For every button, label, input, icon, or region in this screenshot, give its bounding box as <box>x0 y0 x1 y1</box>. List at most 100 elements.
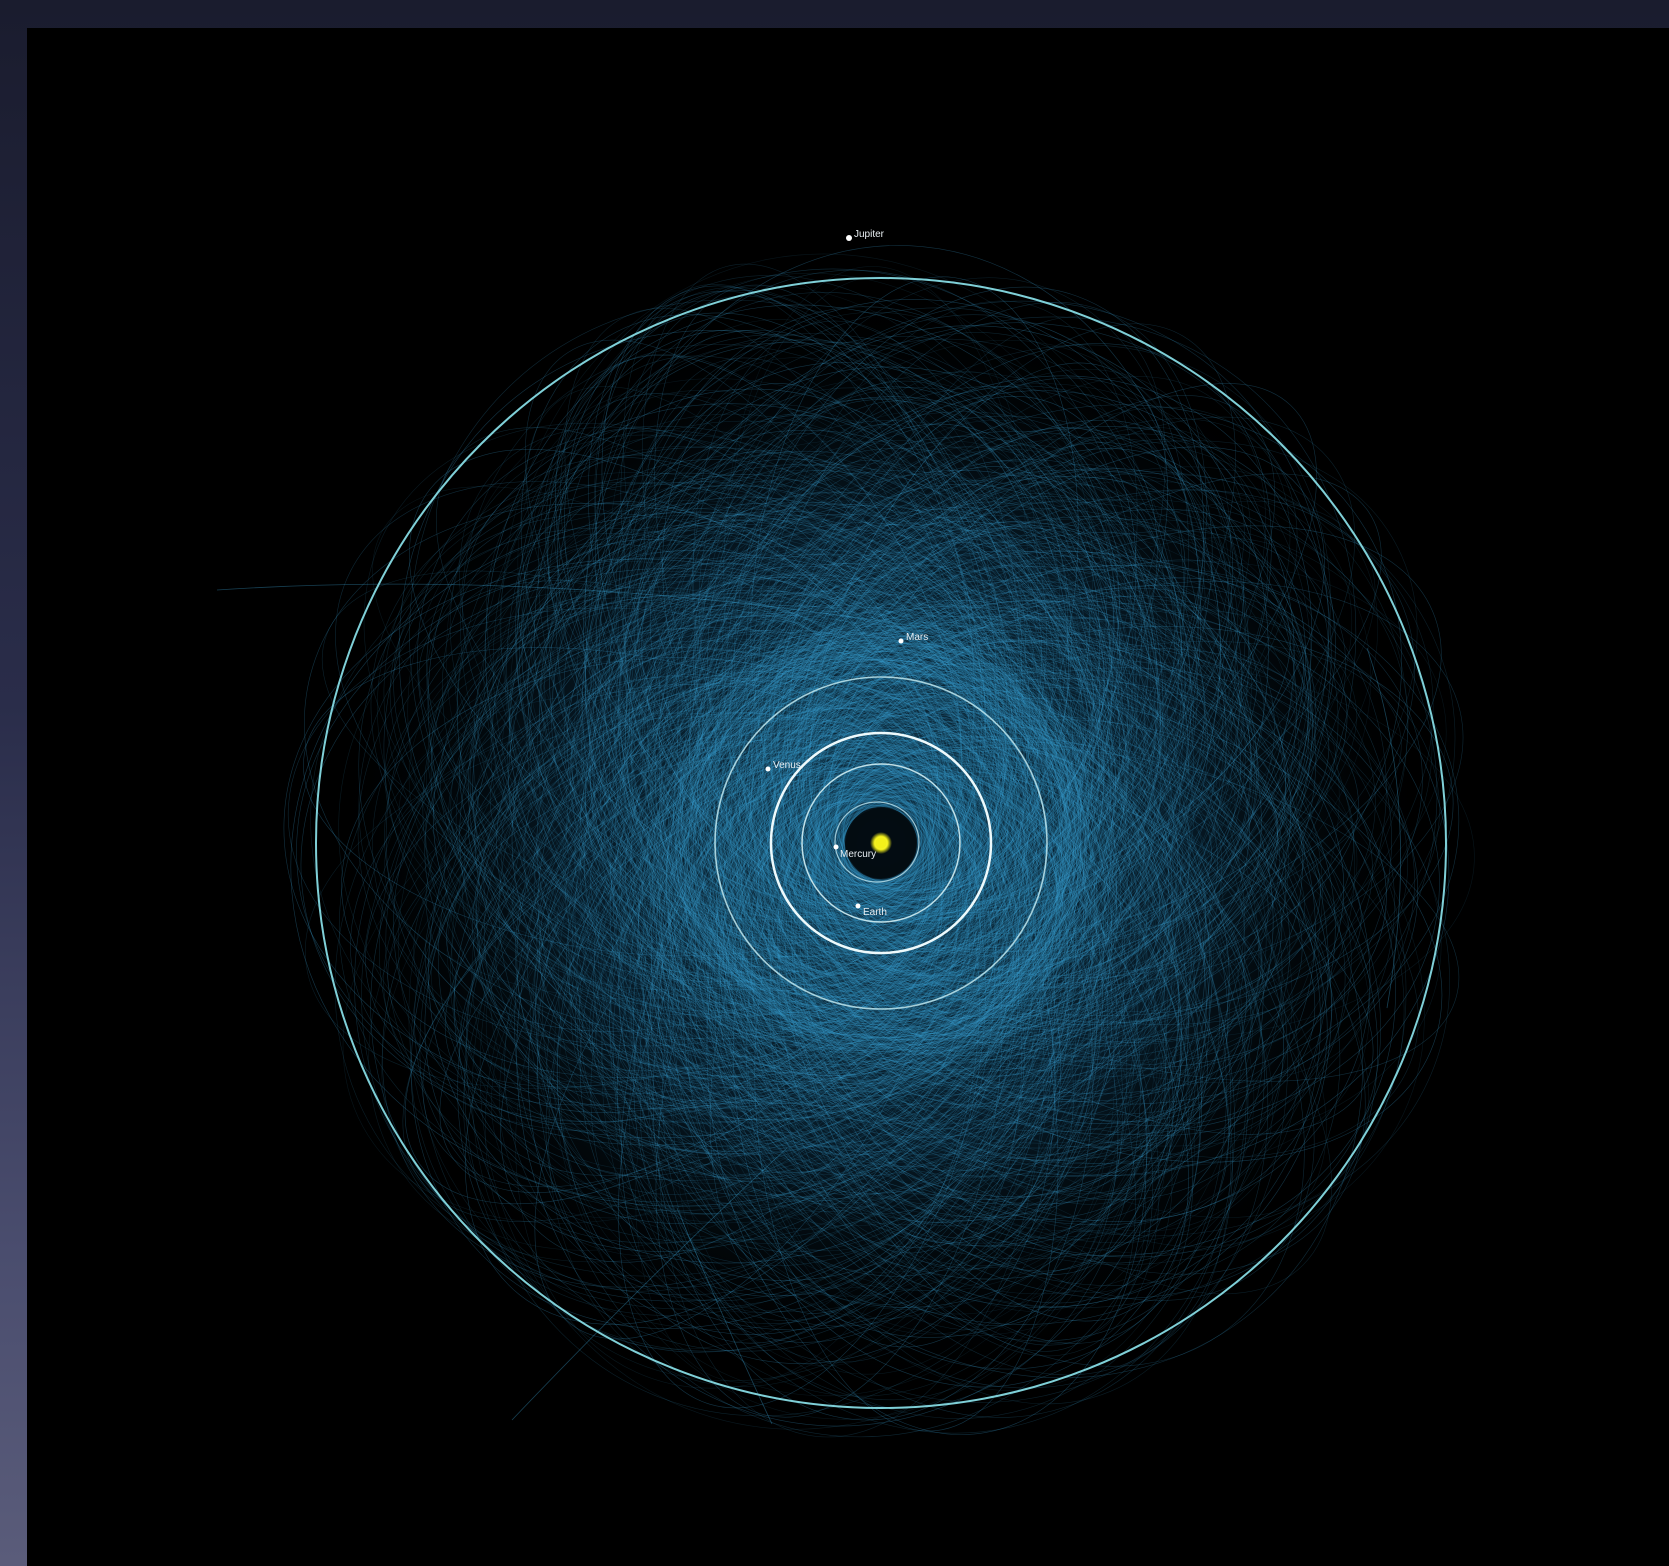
asteroid-orbit-path <box>566 729 977 1108</box>
asteroid-orbit-path <box>625 322 1332 1065</box>
asteroid-orbit-path <box>750 518 1313 1017</box>
asteroid-orbit-path <box>413 717 947 1090</box>
asteroid-orbit-path <box>595 745 1005 1206</box>
asteroid-orbit-path <box>691 497 1300 1072</box>
asteroid-orbit-path <box>547 760 925 1015</box>
asteroid-orbit-path <box>612 640 1117 1155</box>
asteroid-orbit-path <box>410 670 1060 1329</box>
asteroid-orbit-path <box>428 612 1096 1264</box>
asteroid-orbit-path <box>706 565 1128 998</box>
asteroid-orbit-path <box>476 637 1050 1176</box>
asteroid-orbit-path <box>652 662 1064 1075</box>
asteroid-orbit-path <box>629 704 975 1013</box>
asteroid-orbit-path <box>765 621 1084 950</box>
asteroid-orbit-path <box>774 580 1209 976</box>
asteroid-orbit-path <box>723 625 1159 1045</box>
asteroid-orbit-path <box>712 404 1402 1043</box>
asteroid-orbit-path <box>738 622 1093 980</box>
asteroid-orbit-path <box>754 778 1004 1084</box>
asteroid-orbit-path <box>720 534 1252 1036</box>
asteroid-orbit-path <box>782 640 1419 1105</box>
asteroid-orbit-path <box>701 642 1101 1041</box>
asteroid-orbit-path <box>638 591 1075 1030</box>
asteroid-orbit-path <box>764 750 1050 1056</box>
asteroid-orbit-path <box>811 736 1333 1136</box>
asteroid-orbit-path <box>585 654 968 979</box>
asteroid-orbit-path <box>776 786 1041 1137</box>
asteroid-orbit-path <box>490 480 1049 1024</box>
asteroid-orbit-path <box>841 647 1233 914</box>
asteroid-orbit-path <box>431 750 931 1083</box>
asteroid-orbit-path <box>769 803 1025 1254</box>
asteroid-orbit-path <box>777 594 1242 994</box>
asteroid-orbit-path <box>694 332 1185 954</box>
asteroid-orbit-path <box>621 357 1044 930</box>
asteroid-orbit-path <box>683 734 993 1046</box>
asteroid-orbit-path <box>643 704 1048 1129</box>
asteroid-orbit-path <box>455 577 1028 1079</box>
asteroid-orbit-path <box>760 701 1328 1222</box>
asteroid-orbit-path <box>465 656 1110 1352</box>
asteroid-orbit-path <box>658 661 1192 1223</box>
asteroid-orbit-path <box>623 572 1024 979</box>
asteroid-orbit-path <box>801 433 1269 919</box>
asteroid-orbit-path <box>691 582 1083 991</box>
asteroid-orbit-path <box>637 682 1113 1194</box>
asteroid-orbit-path <box>838 766 1110 970</box>
asteroid-orbit-path <box>679 436 1198 1000</box>
asteroid-orbit-path <box>483 413 1070 1018</box>
asteroid-orbit-path <box>547 355 1000 925</box>
asteroid-orbit-path <box>692 666 1065 1039</box>
asteroid-orbit-path <box>716 553 1136 988</box>
asteroid-orbit-path <box>668 742 980 1051</box>
asteroid-orbit-path <box>786 768 1035 1037</box>
asteroid-orbit-path <box>762 629 1005 912</box>
asteroid-orbit-path <box>842 764 1371 1084</box>
asteroid-orbit-path <box>650 635 1363 1379</box>
asteroid-orbit-path <box>694 546 950 887</box>
asteroid-orbit-path <box>808 529 1058 884</box>
asteroid-orbit-path <box>338 592 1047 1203</box>
asteroid-orbit-path <box>758 653 1191 1043</box>
asteroid-orbit-path <box>821 691 1069 916</box>
asteroid-orbit-path <box>816 707 1164 979</box>
asteroid-orbit-path <box>813 738 1181 1035</box>
asteroid-orbit-path <box>699 659 1071 1031</box>
asteroid-orbit-path <box>504 707 1046 1302</box>
asteroid-orbit-path <box>669 765 1077 1375</box>
asteroid-orbit-path <box>376 483 1016 1031</box>
asteroid-orbit-path <box>652 521 1150 1035</box>
asteroid-orbit-path <box>704 515 1246 1039</box>
asteroid-orbit-path <box>646 622 1068 1042</box>
asteroid-orbit-path <box>624 371 1252 1045</box>
asteroid-orbit-path <box>731 664 972 919</box>
asteroid-orbit-path <box>771 444 1167 922</box>
asteroid-orbit-path <box>739 712 1229 1221</box>
asteroid-orbit-path <box>749 521 1205 976</box>
asteroid-orbit-path <box>700 501 1387 1111</box>
asteroid-orbit-path <box>539 718 976 1104</box>
asteroid-orbit-path <box>798 764 1255 1234</box>
asteroid-orbit-path <box>296 557 1026 1139</box>
asteroid-orbit-path <box>839 765 1155 989</box>
asteroid-orbit-path <box>696 492 1169 995</box>
asteroid-orbit-path <box>748 706 1206 1159</box>
asteroid-orbit-path <box>510 640 923 918</box>
asteroid-orbit-path <box>725 663 1207 1125</box>
asteroid-orbit-path <box>747 672 1267 1144</box>
asteroid-orbit-path <box>639 775 1015 1321</box>
asteroid-orbit-path <box>793 527 1150 918</box>
asteroid-orbit-path <box>782 483 1021 882</box>
asteroid-orbit-path <box>808 672 1278 1012</box>
asteroid-orbit-path <box>472 670 1000 1124</box>
asteroid-orbit-path <box>674 678 1075 1086</box>
asteroid-orbit-path <box>648 669 1147 1200</box>
asteroid-orbit-path <box>678 628 1076 1027</box>
asteroid-orbit-path <box>305 716 936 1089</box>
asteroid-orbit-path <box>772 664 1040 939</box>
asteroid-orbit-path <box>534 800 942 1340</box>
asteroid-orbit-path <box>593 734 994 1142</box>
asteroid-orbit-path <box>782 749 1315 1301</box>
venus-marker-icon <box>765 766 771 772</box>
asteroid-orbit-path <box>431 590 961 985</box>
